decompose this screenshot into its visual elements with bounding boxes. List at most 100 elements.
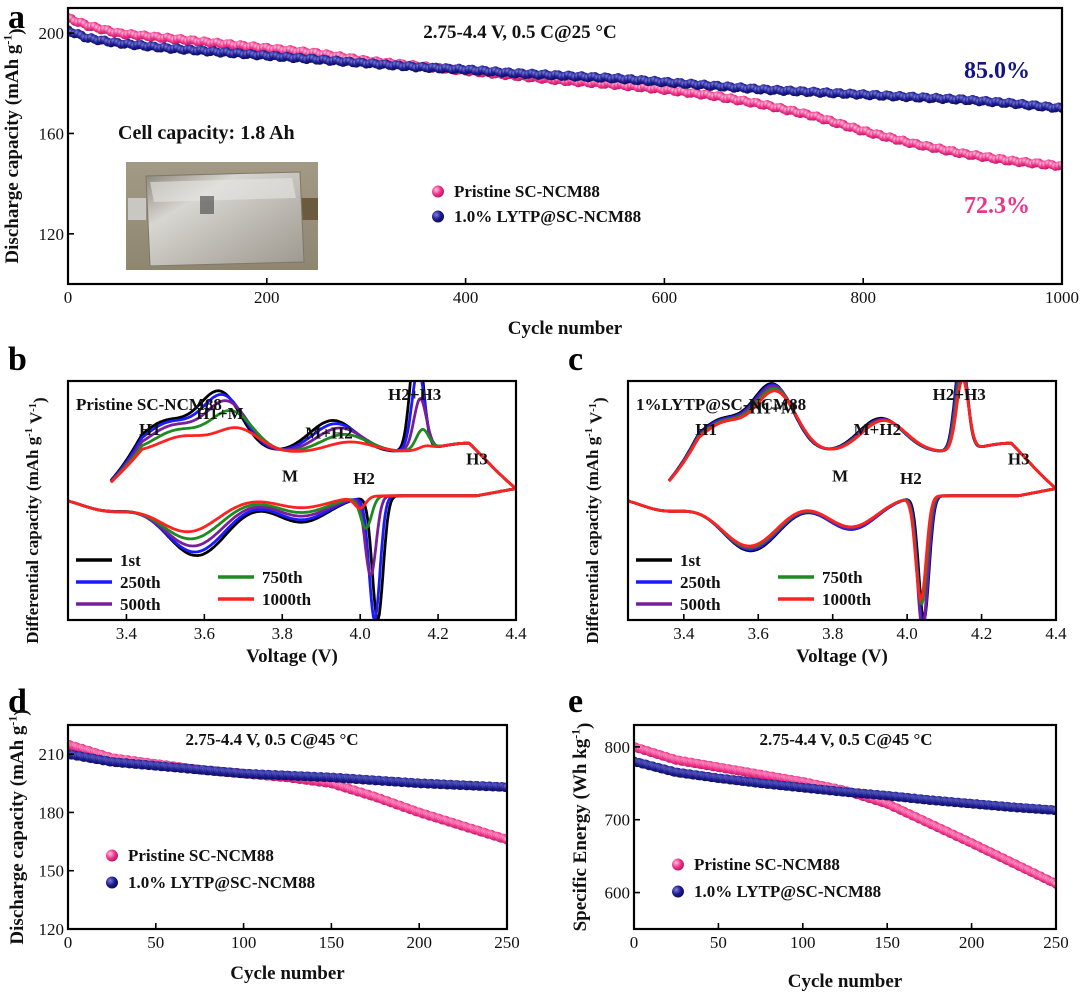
legend-label: 1000th: [262, 590, 312, 609]
discharge-curve-1000th: [628, 487, 1056, 604]
data-layer: [68, 381, 516, 620]
panel-d: d 0 50 100 150 200 250 120 150 180 210 Cycle number…: [7, 683, 520, 984]
x-tick-label: 200: [254, 288, 280, 307]
x-axis-label: Voltage (V): [246, 646, 338, 667]
data-point: [502, 835, 507, 845]
x-tick-label: 4.2: [427, 624, 448, 643]
legend-label: 1st: [120, 551, 141, 570]
y-axis-label-part: Specific Energy (Wh kg: [570, 738, 591, 931]
legend-label: 1.0% LYTP@SC-NCM88: [128, 873, 315, 892]
peak-label: H1: [695, 420, 717, 439]
x-tick-label: 100: [231, 933, 257, 952]
legend-label: Pristine SC-NCM88: [694, 855, 840, 874]
data-point: [1051, 879, 1056, 889]
legend-marker: [432, 210, 444, 223]
legend-label: 500th: [680, 595, 721, 614]
inner-title: Pristine SC-NCM88: [76, 395, 222, 414]
y-tick-label: 210: [39, 745, 65, 764]
data-layer: [68, 739, 507, 845]
peak-label: H1: [139, 420, 161, 439]
data-point: [502, 782, 507, 792]
tab-left: [128, 198, 146, 220]
x-tick-label: 3.4: [673, 624, 695, 643]
discharge-curve-1000th: [68, 487, 516, 534]
y-tick-label: 180: [39, 803, 65, 822]
peak-label: H1+M: [196, 404, 243, 423]
legend-label: Pristine SC-NCM88: [454, 182, 600, 201]
peak-label: M+H2: [305, 423, 352, 442]
y-axis-label-part: -1: [588, 403, 599, 412]
x-tick-label: 0: [64, 933, 73, 952]
x-tick-label: 150: [874, 933, 900, 952]
x-tick-label: 600: [652, 288, 678, 307]
pouch-cell-photo: [126, 162, 318, 270]
panel-a: a 0 200 400 600 800 1000 120 160 200 Cycle number D…: [2, 0, 1079, 339]
data-layer: [628, 381, 1056, 620]
x-axis-label: Cycle number: [230, 963, 345, 984]
condition-label: 2.75-4.4 V, 0.5 C@45 °C: [185, 730, 358, 749]
panel-letter: a: [8, 0, 25, 36]
legend-marker: [432, 185, 444, 198]
x-tick-label: 4.0: [350, 624, 371, 643]
legend: Pristine SC-NCM88 1.0% LYTP@SC-NCM88: [672, 855, 881, 901]
y-axis-label: Differential capacity (mAh g-1 V-1): [23, 397, 49, 643]
legend-marker: [672, 885, 684, 898]
panel-letter: b: [8, 341, 27, 378]
x-tick-label: 800: [850, 288, 876, 307]
tab-right: [300, 198, 318, 220]
charge-curve-1000th: [667, 381, 1056, 489]
legend-marker: [106, 876, 118, 889]
y-tick-label: 160: [39, 124, 65, 143]
y-axis-label-part: V: [27, 411, 46, 428]
plot-frame: [626, 379, 1058, 622]
cell-capacity-label: Cell capacity: 1.8 Ah: [118, 122, 295, 144]
y-axis-label-part: -1: [28, 403, 39, 412]
x-tick-label: 100: [790, 933, 816, 952]
y-axis-label-part: V: [587, 411, 606, 428]
x-tick-label: 0: [630, 933, 639, 952]
y-tick-label: 120: [39, 920, 65, 939]
panel-letter: d: [8, 683, 27, 720]
y-axis-label-part: Differential capacity (mAh g: [583, 436, 602, 643]
legend-label: 1st: [680, 551, 701, 570]
y-axis-label-part: -1: [584, 428, 595, 437]
x-tick-label: 0: [64, 288, 73, 307]
legend-label: 750th: [262, 568, 303, 587]
cell-highlight: [150, 178, 296, 202]
peak-label: H3: [466, 450, 488, 469]
x-tick-label: 4.4: [1045, 624, 1067, 643]
peak-label: H3: [1008, 450, 1030, 469]
y-axis-label-part: Discharge capacity (mAh g: [7, 725, 28, 944]
y-axis-label-part: -1: [7, 716, 20, 726]
x-tick-label: 50: [710, 933, 727, 952]
legend-label: 1.0% LYTP@SC-NCM88: [694, 882, 881, 901]
y-tick-label: 200: [39, 24, 65, 43]
peak-label: H2+H3: [933, 385, 986, 404]
y-axis-label: Specific Energy (Wh kg-1): [570, 723, 595, 932]
legend-label: 250th: [680, 573, 721, 592]
legend-marker: [106, 849, 118, 862]
y-axis-label: Differential capacity (mAh g-1 V-1): [583, 397, 609, 643]
data-layer: [68, 13, 1062, 171]
x-axis-label: Voltage (V): [796, 646, 888, 667]
retention-pristine: 72.3%: [964, 193, 1030, 219]
series-coated: [68, 749, 507, 793]
y-tick-label: 120: [39, 225, 65, 244]
series-coated: [68, 25, 1062, 113]
y-axis-label-part: Differential capacity (mAh g: [23, 436, 42, 643]
y-tick-label: 150: [39, 862, 65, 881]
legend-label: 1000th: [822, 590, 872, 609]
data-point: [1057, 103, 1062, 113]
y-axis-label-part: -1: [2, 35, 15, 45]
y-axis-label-part: -1: [570, 729, 583, 739]
y-axis-label-part: ): [6, 28, 27, 34]
x-tick-label: 4.4: [505, 624, 527, 643]
cell-label-mark: [200, 196, 214, 214]
plot-frame: [632, 723, 1058, 931]
legend: Pristine SC-NCM88 1.0% LYTP@SC-NCM88: [106, 846, 315, 892]
x-tick-label: 1000: [1045, 288, 1079, 307]
x-tick-label: 150: [319, 933, 345, 952]
legend-label: 500th: [120, 595, 161, 614]
peak-label: H2+H3: [388, 385, 441, 404]
